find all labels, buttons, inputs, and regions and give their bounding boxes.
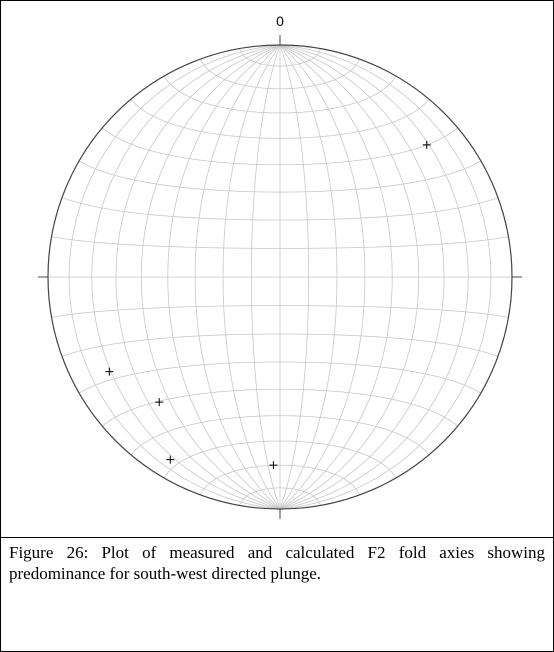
north-label: 0 xyxy=(276,13,284,29)
grid-parallel xyxy=(130,99,430,139)
grid-parallel xyxy=(130,415,430,455)
grid-parallel xyxy=(78,361,482,394)
data-point xyxy=(155,398,164,407)
grid-parallel xyxy=(61,197,499,221)
grid-parallel xyxy=(239,48,321,67)
data-point xyxy=(422,140,431,149)
grid-parallel xyxy=(51,236,509,249)
caption: Figure 26: Plot of measured and calculat… xyxy=(1,537,553,588)
grid-parallel xyxy=(102,127,458,166)
grid-parallel xyxy=(200,464,360,496)
grid-parallel xyxy=(239,487,321,506)
grid-parallel xyxy=(102,388,458,427)
net-grid xyxy=(48,44,512,510)
data-point xyxy=(166,455,175,464)
grid-parallel xyxy=(163,75,397,114)
grid-parallel xyxy=(78,160,482,193)
grid-parallel xyxy=(61,333,499,357)
data-point xyxy=(269,461,278,470)
chart: 0 xyxy=(38,13,522,519)
data-point xyxy=(105,367,114,376)
grid-parallel xyxy=(51,305,509,318)
grid-parallel xyxy=(200,58,360,90)
grid-parallel xyxy=(163,440,397,479)
